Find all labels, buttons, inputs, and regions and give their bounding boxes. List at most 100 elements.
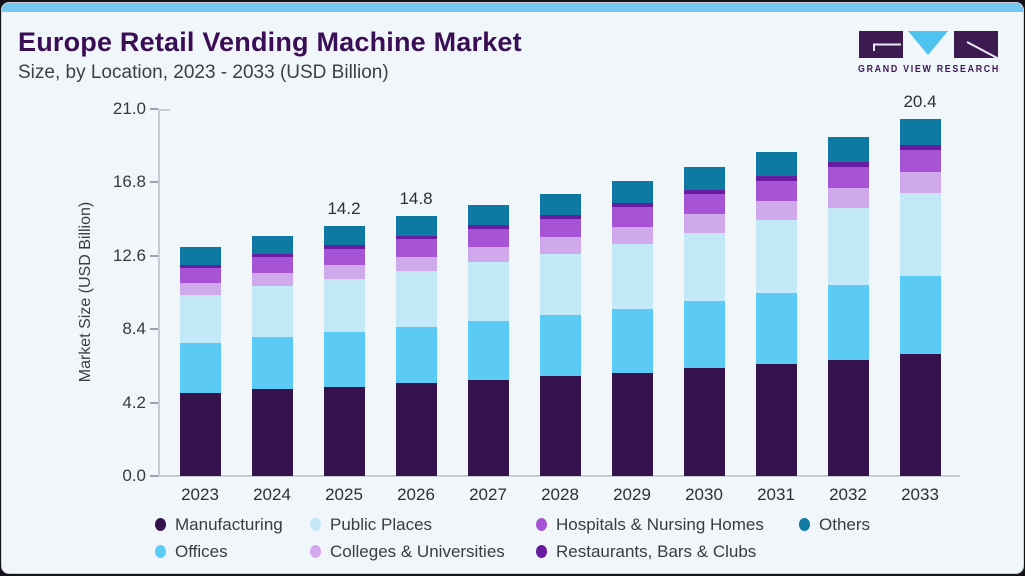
bar-segment [611,308,653,373]
bar-segment [611,207,653,227]
bar-segment [179,267,221,283]
logo-v-triangle [908,31,948,55]
y-tick-label: 0.0 [122,466,146,485]
y-tick-mark [150,401,158,404]
bar-segment [395,216,437,236]
bar-2029 [611,181,653,476]
bar-2030 [683,167,725,476]
bar-segment [179,247,221,265]
bar-segment [755,201,797,221]
legend-label: Offices [175,541,228,561]
bar-segment [683,190,725,195]
legend-item: Others [799,511,889,538]
bar-segment [899,172,941,194]
bar-segment [251,389,293,476]
y-tick-mark [150,181,158,183]
legend-marker [310,518,321,531]
bar-segment [467,229,509,248]
bar-segment [827,187,869,209]
bar-segment [467,247,509,263]
top-accent-bar [2,3,1023,12]
bar-segment [899,354,941,476]
x-tick-label: 2023 [181,485,219,504]
bar-2027 [467,205,509,476]
bar-2024 [251,235,293,476]
stacked-bar-chart: Market Size (USD Billion) 0.0 4.2 8.4 12.6 1… [2,3,1023,573]
page-subtitle: Size, by Location, 2023 - 2033 (USD Bill… [18,62,389,84]
bar-segment [251,273,293,287]
bar-segment [827,208,869,286]
grand-view-research-logo: GRAND VIEW RESEARCH [858,31,1000,75]
bar-2026 [395,216,437,476]
y-tick-mark [150,254,158,257]
bar-2032 [827,137,869,476]
bar-segment [467,321,509,380]
legend-marker [536,545,547,558]
bar-segment [251,235,293,255]
bar-segment [323,248,365,266]
bar-segment [755,220,797,294]
logo-brand-text: GRAND VIEW RESEARCH [858,63,1000,75]
legend-item: Offices [155,538,310,565]
logo-g-hook [873,43,901,51]
bar-segment [251,336,293,390]
bar-segment [899,275,941,355]
bar-segment [323,279,365,333]
bar-segment [683,232,725,301]
page-title: Europe Retail Vending Machine Market [18,27,522,57]
legend-item: Hospitals & Nursing Homes [536,511,799,538]
bar-segment [179,392,221,476]
x-tick-label: 2026 [397,485,435,504]
legend-item: Restaurants, Bars & Clubs [536,538,799,565]
x-tick-label: 2025 [325,485,363,504]
bar-segment [683,167,725,191]
bar-segment [323,226,365,246]
x-tick-label: 2024 [253,485,291,504]
bar-2031 [755,152,797,476]
bar-segment [323,386,365,476]
bar-segment [179,282,221,295]
x-tick-label: 2028 [541,485,579,504]
y-tick-mark [150,328,158,330]
x-tick-label: 2027 [469,485,507,504]
bar-segment [539,237,581,254]
bar-segment [539,376,581,476]
chart-legend: Manufacturing Public Places Hospitals & Nu… [155,511,889,565]
bar-segment [755,152,797,176]
bar-segment [755,175,797,181]
bar-2028 [539,193,581,476]
legend-marker [536,518,547,531]
bar-segment [539,218,581,238]
y-tick-mark [150,475,158,477]
bar-segment [755,293,797,364]
x-axis-line [158,475,960,477]
bar-value-label: 14.2 [327,199,361,219]
bar-segment [611,203,653,208]
bar-segment [395,271,437,328]
legend-label: Colleges & Universities [330,541,505,561]
bar-segment [467,379,509,476]
bar-segment [251,257,293,274]
bar-segment [827,285,869,360]
bar-segment [395,383,437,476]
bar-segment [251,254,293,258]
bar-segment [683,194,725,215]
legend-label: Restaurants, Bars & Clubs [556,541,757,561]
y-tick-label: 21.0 [112,98,146,118]
bar-segment [755,180,797,202]
y-axis-top-cap [158,108,170,111]
bar-segment [467,262,509,322]
bar-segment [467,205,509,226]
x-tick-label: 2032 [829,485,867,504]
bar-segment [395,239,437,257]
chart-header: Europe Retail Vending Machine Market Siz… [18,27,522,84]
bar-segment [539,253,581,315]
bar-2025 [323,226,365,476]
y-axis-line [158,108,160,476]
bar-value-label: 20.4 [903,92,937,112]
bar-segment [755,363,797,476]
legend-label: Others [819,514,871,534]
bar-segment [539,314,581,377]
legend-item: Public Places [310,511,536,538]
legend-marker [155,518,166,531]
